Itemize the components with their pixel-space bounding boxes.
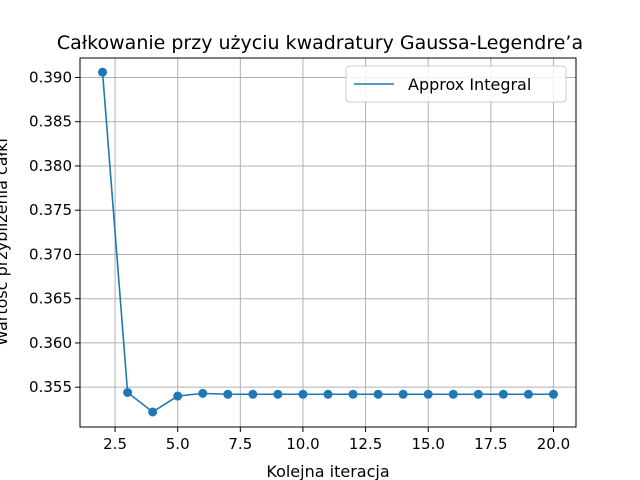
legend-box	[345, 65, 567, 103]
y-tick-label: 0.355	[29, 378, 72, 396]
data-point	[223, 389, 233, 399]
data-point	[423, 389, 433, 399]
data-point	[373, 389, 383, 399]
plot-frame	[79, 57, 577, 428]
y-tick-label: 0.385	[29, 113, 72, 131]
data-point	[273, 389, 283, 399]
data-point	[548, 389, 558, 399]
data-point	[148, 407, 158, 417]
data-point	[498, 389, 508, 399]
x-tick-label: 2.5	[103, 435, 127, 453]
data-point	[123, 387, 133, 397]
x-tick-label: 17.5	[474, 435, 507, 453]
y-tick-label: 0.365	[29, 290, 72, 308]
data-point	[248, 389, 258, 399]
data-point	[173, 391, 183, 401]
y-axis: 0.355 0.360 0.365 0.370 0.375 0.380 0.385 0.390	[29, 68, 80, 396]
data-point	[298, 389, 308, 399]
grid	[80, 58, 576, 427]
series-layer	[98, 67, 558, 417]
y-tick-label: 0.390	[29, 68, 72, 86]
x-tick-label: 5.0	[166, 435, 190, 453]
x-tick-label: 15.0	[411, 435, 444, 453]
data-point	[398, 389, 408, 399]
data-point	[448, 389, 458, 399]
data-point	[98, 67, 108, 77]
x-tick-label: 10.0	[286, 435, 319, 453]
x-axis: 2.5 5.0 7.5 10.0 12.5 15.0 17.5 20.0	[103, 427, 570, 453]
y-tick-label: 0.360	[29, 334, 72, 352]
legend-label: Approx Integral	[408, 75, 531, 94]
data-point	[473, 389, 483, 399]
data-point	[323, 389, 333, 399]
legend: Approx Integral	[345, 65, 567, 103]
y-tick-label: 0.370	[29, 245, 72, 263]
x-axis-label: Kolejna iteracja	[266, 462, 389, 480]
data-point	[198, 388, 208, 398]
x-tick-label: 12.5	[349, 435, 382, 453]
y-axis-label: Wartość przybliżenia całki	[0, 138, 11, 346]
data-point	[348, 389, 358, 399]
y-tick-label: 0.380	[29, 157, 72, 175]
data-point	[523, 389, 533, 399]
x-tick-label: 7.5	[228, 435, 252, 453]
chart-title: Całkowanie przy użyciu kwadratury Gaussa…	[57, 32, 583, 54]
y-tick-label: 0.375	[29, 201, 72, 219]
x-tick-label: 20.0	[537, 435, 570, 453]
